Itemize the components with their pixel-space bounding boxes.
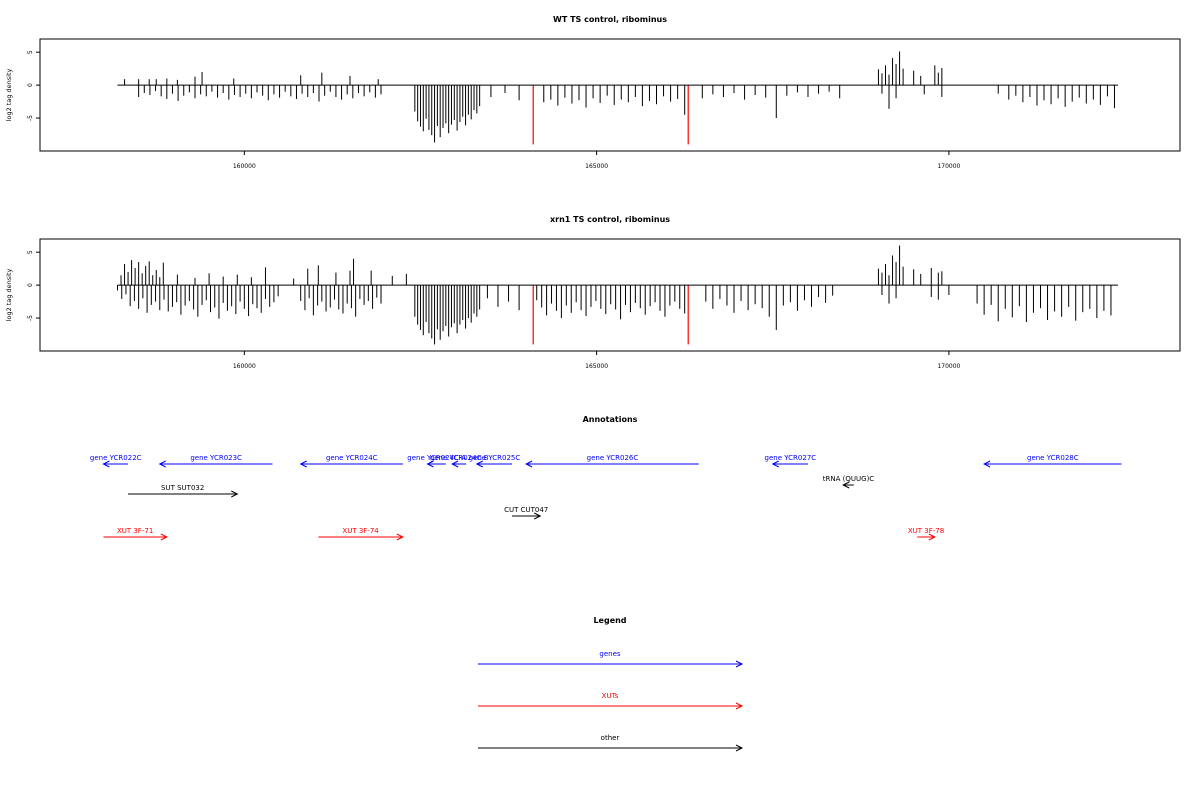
feature-arrow bbox=[771, 460, 808, 468]
plot-frame bbox=[39, 238, 1181, 352]
x-tick-label: 160000 bbox=[233, 363, 256, 370]
legend-arrow bbox=[478, 744, 744, 752]
annotation-features: gene YCR022C gene YCR023C gene YCR024C gene… bbox=[90, 454, 1122, 541]
feature-label: gene YCR027C bbox=[765, 454, 817, 462]
feature-label: XUT 3F-71 bbox=[117, 527, 153, 535]
panel-xrn1: xrn1 TS control, ribominus log2 tag dens… bbox=[5, 215, 1181, 370]
legend-title: Legend bbox=[593, 616, 626, 625]
y-tick-label: 5 bbox=[27, 250, 34, 254]
x-tick-label: 165000 bbox=[585, 363, 608, 370]
feature-label: gene YCR024C-B bbox=[430, 454, 489, 462]
feature-arrow bbox=[299, 460, 403, 468]
feature-arrow bbox=[426, 460, 446, 468]
bars bbox=[117, 245, 1112, 345]
markers bbox=[532, 85, 689, 145]
feature-label: tRNA (QUUG)C bbox=[823, 475, 875, 483]
feature-arrow bbox=[475, 460, 513, 468]
chart-title: WT TS control, ribominus bbox=[553, 15, 667, 24]
y-axis: 5 0 -5 bbox=[27, 50, 40, 121]
y-tick-label: -5 bbox=[27, 315, 34, 321]
y-tick-label: 0 bbox=[27, 283, 34, 287]
x-axis: 160000 165000 170000 bbox=[233, 351, 961, 370]
feature-label: XUT 3F-78 bbox=[908, 527, 944, 535]
bars bbox=[124, 51, 1115, 143]
legend-item-label: genes bbox=[599, 650, 620, 658]
feature-label: gene YCR023C bbox=[190, 454, 242, 462]
y-axis-label: log2 tag density bbox=[5, 269, 13, 322]
legend-arrow bbox=[478, 702, 744, 710]
feature-arrow bbox=[102, 460, 129, 468]
y-axis-label: log2 tag density bbox=[5, 69, 13, 122]
feature-arrow bbox=[318, 533, 404, 541]
plot-frame bbox=[39, 38, 1181, 152]
feature-label: gene YCR024C-A bbox=[407, 454, 466, 462]
panel-wt: WT TS control, ribominus log2 tag densit… bbox=[5, 15, 1181, 170]
feature-arrow bbox=[451, 460, 467, 468]
feature-label: gene YCR028C bbox=[1027, 454, 1079, 462]
feature-arrow bbox=[103, 533, 168, 541]
x-tick-label: 165000 bbox=[585, 163, 608, 170]
x-axis: 160000 165000 170000 bbox=[233, 151, 961, 170]
x-tick-label: 160000 bbox=[233, 163, 256, 170]
y-tick-label: 5 bbox=[27, 50, 34, 54]
legend: Legend genes XUTs other bbox=[478, 616, 744, 752]
feature-arrow bbox=[128, 490, 239, 498]
feature-label: gene YCR025C bbox=[469, 454, 521, 462]
feature-label: XUT 3F-74 bbox=[342, 527, 379, 535]
feature-label: gene YCR022C bbox=[90, 454, 142, 462]
chart-title: xrn1 TS control, ribominus bbox=[550, 215, 670, 224]
legend-arrow bbox=[478, 660, 744, 668]
legend-item-label: XUTs bbox=[602, 692, 619, 700]
feature-arrow bbox=[525, 460, 699, 468]
markers bbox=[532, 285, 689, 345]
feature-label: CUT CUT047 bbox=[504, 506, 548, 514]
feature-arrow bbox=[158, 460, 273, 468]
y-axis: 5 0 -5 bbox=[27, 250, 40, 321]
y-tick-label: -5 bbox=[27, 115, 34, 121]
annotations-title: Annotations bbox=[583, 415, 638, 424]
annotations-panel: Annotations gene YCR022C gene YCR023C gene… bbox=[90, 415, 1122, 541]
legend-item-label: other bbox=[601, 734, 620, 742]
legend-items: genes XUTs other bbox=[478, 650, 744, 752]
feature-label: SUT SUT032 bbox=[161, 484, 204, 492]
feature-label: gene YCR026C bbox=[587, 454, 639, 462]
feature-arrow bbox=[512, 512, 542, 520]
feature-arrow bbox=[983, 460, 1122, 468]
y-tick-label: 0 bbox=[27, 83, 34, 87]
feature-arrow bbox=[842, 481, 854, 489]
feature-arrow bbox=[917, 533, 936, 541]
x-tick-label: 170000 bbox=[937, 163, 960, 170]
feature-label: gene YCR024C bbox=[326, 454, 378, 462]
x-tick-label: 170000 bbox=[937, 363, 960, 370]
